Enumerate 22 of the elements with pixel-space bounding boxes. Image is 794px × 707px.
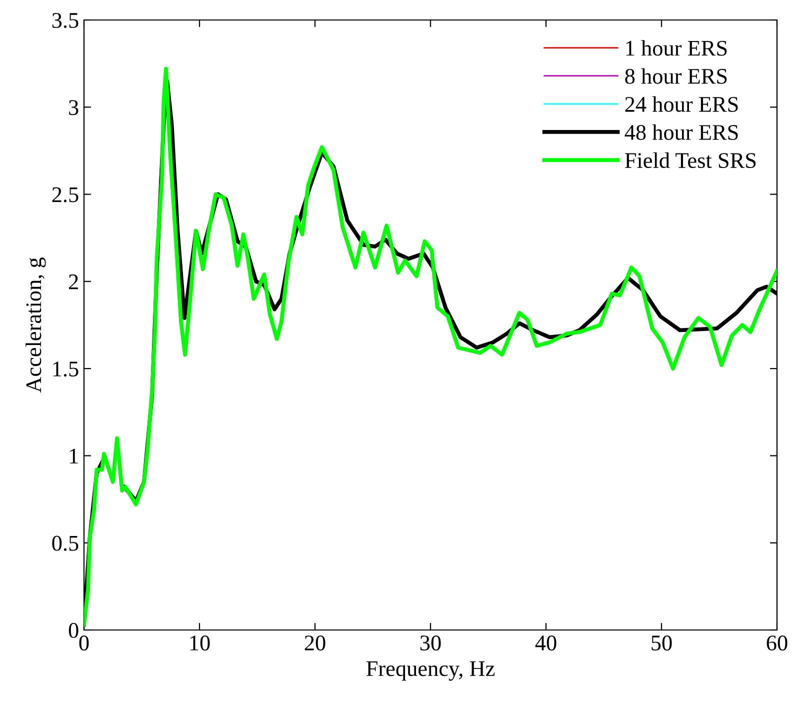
y-tick-label: 0.5: [52, 536, 78, 551]
x-axis-title: Frequency, Hz: [366, 661, 495, 681]
legend-label: 24 hour ERS: [625, 96, 738, 112]
x-tick-label: 50: [652, 636, 672, 650]
y-tick-label: 2: [69, 274, 78, 290]
y-tick-label: 3.5: [52, 12, 78, 28]
y-tick-label: 2.5: [52, 187, 78, 202]
x-tick-label: 10: [190, 636, 210, 650]
legend-label: 8 hour ERS: [625, 68, 727, 84]
x-tick-label: 20: [304, 636, 326, 650]
legend-label: 1 hour ERS: [626, 40, 727, 56]
y-tick-label: 3: [69, 100, 78, 116]
y-axis-title: Acceleration, g: [26, 258, 46, 393]
y-tick-label: 1.5: [53, 362, 78, 377]
x-tick-label: 0: [79, 636, 89, 650]
legend-label: 48 hour ERS: [624, 124, 738, 140]
x-tick-label: 40: [535, 636, 556, 650]
y-tick-label: 1: [70, 448, 78, 464]
x-tick-label: 60: [766, 636, 788, 650]
x-tick-label: 30: [420, 636, 441, 650]
y-tick-label: 0: [68, 622, 78, 638]
legend-label: Field Test SRS: [624, 152, 756, 168]
